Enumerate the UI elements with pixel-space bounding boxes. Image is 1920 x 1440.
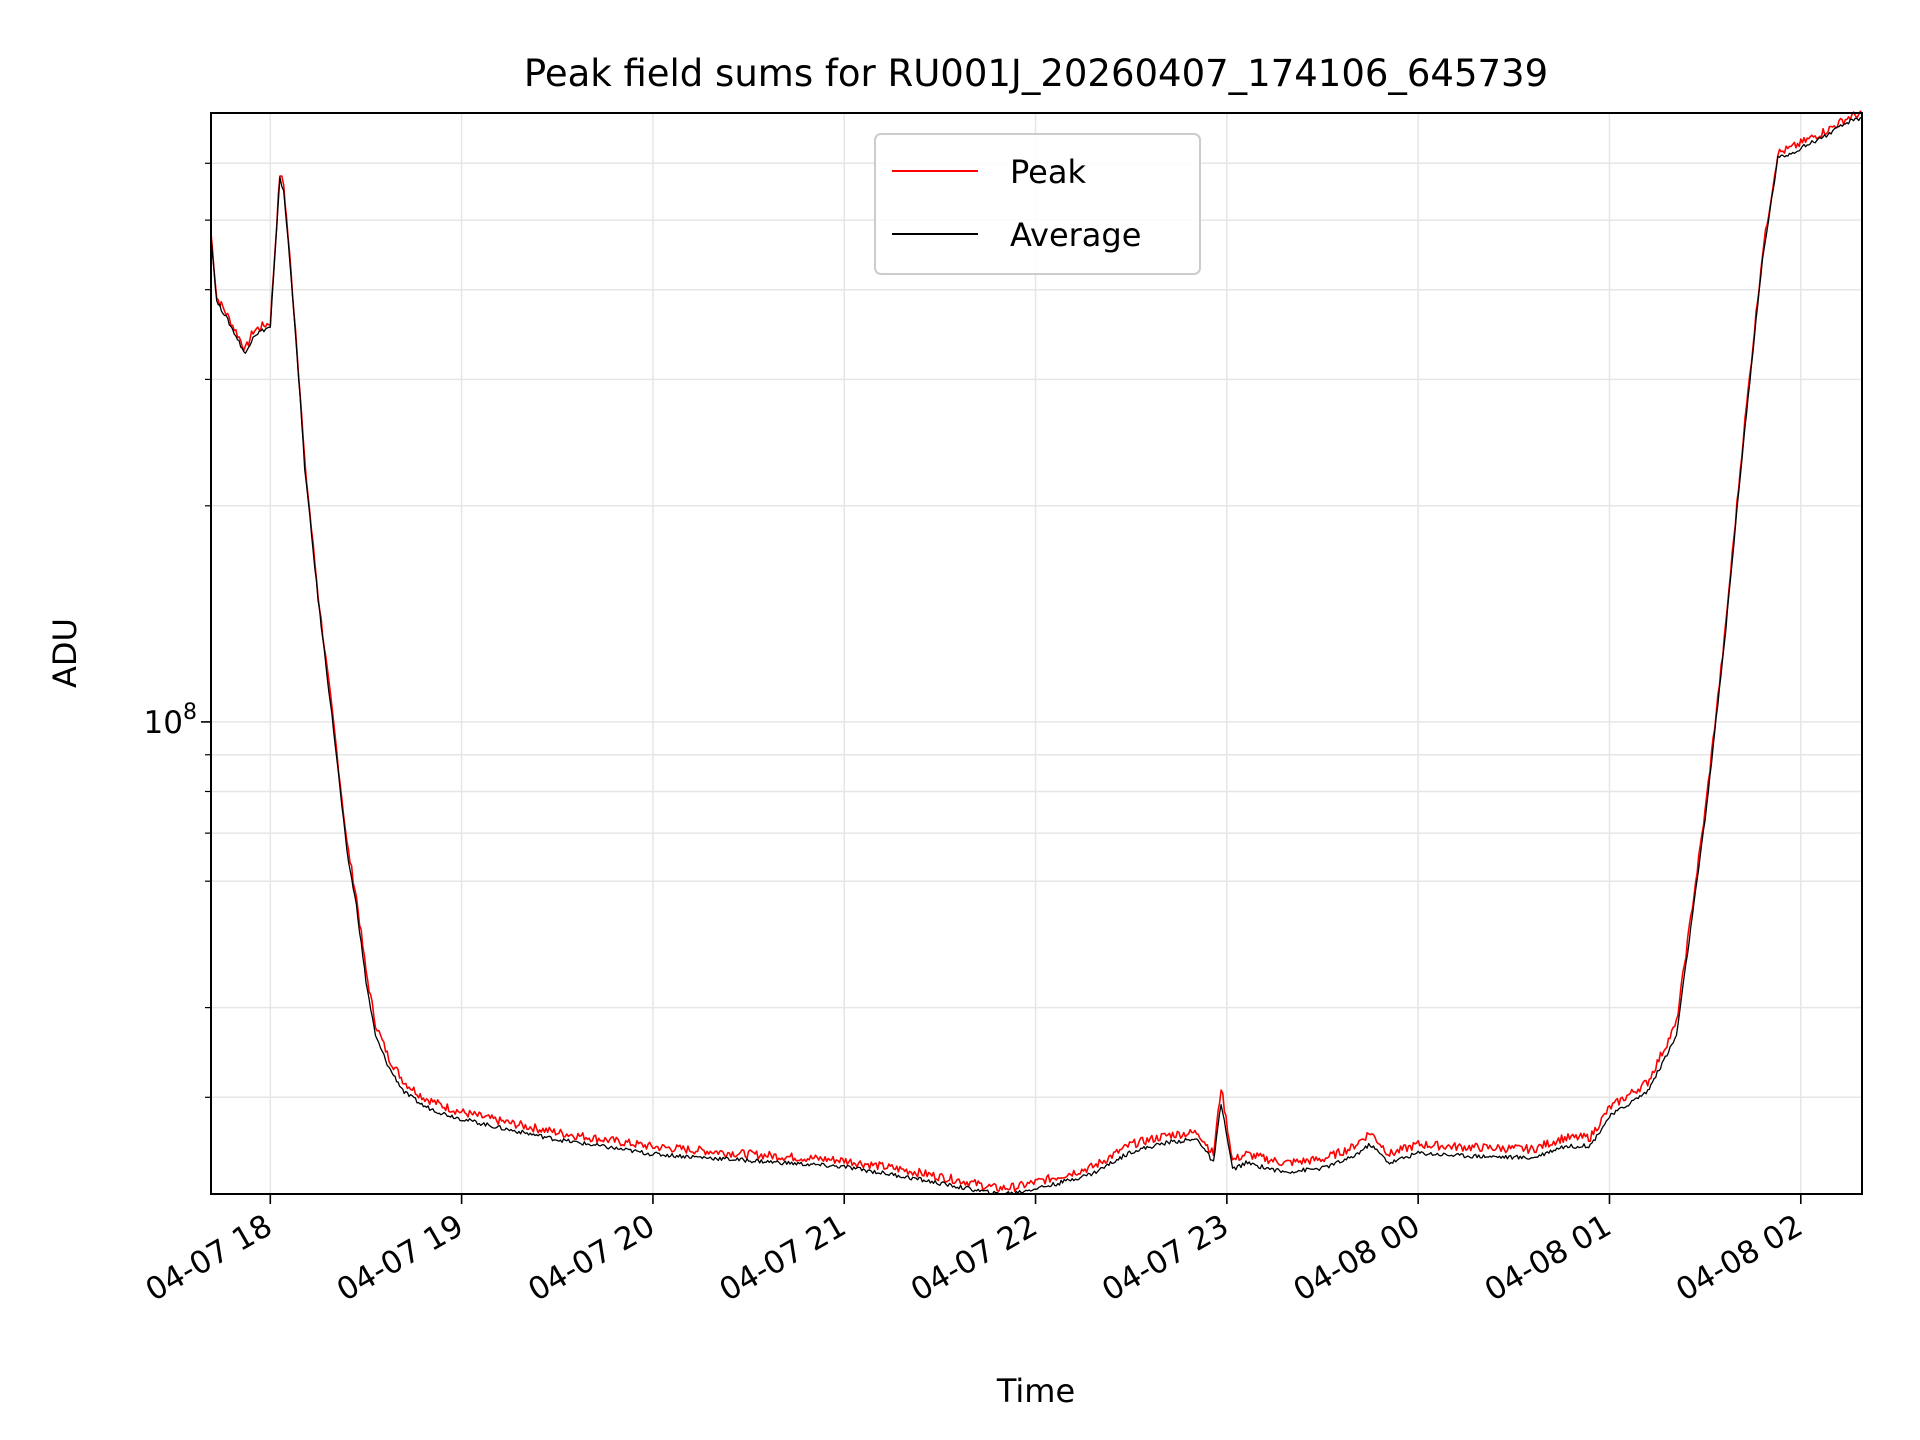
grid-lines [211, 113, 1862, 1194]
x-axis-label: Time [996, 1372, 1075, 1410]
legend-peak-label: Peak [1010, 153, 1086, 191]
average-series-line [210, 116, 1863, 1195]
plot-series [210, 110, 1863, 1195]
y-axis-label: ADU [46, 618, 84, 688]
plot-frame [210, 112, 1863, 1195]
y-tick-label: 108 [144, 700, 197, 741]
legend-box [874, 133, 1201, 275]
legend: Peak Average [874, 133, 1201, 275]
legend-average-label: Average [1010, 216, 1141, 254]
chart-title: Peak field sums for RU001J_20260407_1741… [524, 52, 1548, 95]
peak-series-line [210, 110, 1863, 1193]
